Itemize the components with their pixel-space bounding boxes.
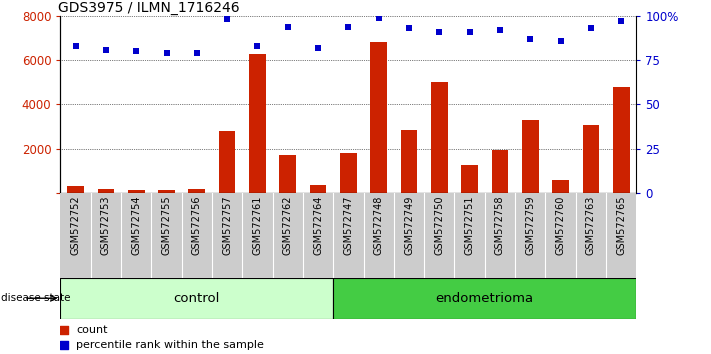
Point (434, 29, 445, 35)
Bar (431, 82, 448, 193)
Bar (60, 278, 333, 319)
Text: GSM572754: GSM572754 (132, 195, 141, 255)
Text: GSM572761: GSM572761 (252, 195, 262, 255)
Point (191, 50, 203, 56)
Text: disease state: disease state (1, 293, 70, 303)
Point (403, 25, 415, 31)
Text: GDS3975 / ILMN_1716246: GDS3975 / ILMN_1716246 (58, 1, 239, 15)
Bar (582, 125, 599, 193)
Point (525, 36, 536, 42)
Bar (249, 53, 266, 193)
Text: control: control (173, 292, 220, 305)
Bar (552, 180, 569, 193)
Text: GSM572759: GSM572759 (525, 195, 535, 255)
Bar (340, 153, 357, 193)
Text: GSM572753: GSM572753 (101, 195, 111, 255)
Text: GSM572749: GSM572749 (404, 195, 414, 255)
Text: percentile rank within the sample: percentile rank within the sample (76, 340, 264, 350)
Bar (370, 42, 387, 193)
Bar (68, 186, 84, 193)
Point (464, 29, 476, 35)
Bar (97, 188, 114, 193)
Text: GSM572758: GSM572758 (495, 195, 505, 255)
Text: GSM572750: GSM572750 (434, 195, 444, 255)
Bar (401, 130, 417, 193)
Text: endometrioma: endometrioma (436, 292, 534, 305)
Text: GSM572763: GSM572763 (586, 195, 596, 255)
Bar (522, 120, 539, 193)
Text: GSM572751: GSM572751 (464, 195, 475, 255)
Bar (613, 87, 629, 193)
Text: GSM572764: GSM572764 (313, 195, 323, 255)
Point (585, 25, 597, 31)
Bar (333, 278, 636, 319)
Point (252, 43, 263, 49)
Point (100, 47, 112, 52)
Text: GSM572752: GSM572752 (70, 195, 80, 255)
Bar (219, 131, 235, 193)
Point (373, 15, 385, 21)
Point (259, 148, 270, 154)
Bar (158, 190, 175, 193)
Point (221, 17, 232, 22)
Point (312, 45, 324, 51)
Point (555, 38, 566, 44)
Bar (310, 185, 326, 193)
Bar (188, 189, 205, 193)
Text: GSM572760: GSM572760 (555, 195, 565, 255)
Text: GSM572755: GSM572755 (161, 195, 171, 255)
Bar (128, 190, 144, 193)
Point (343, 24, 354, 29)
Point (494, 27, 506, 33)
Point (259, 287, 270, 293)
Point (616, 18, 627, 24)
Point (70, 43, 81, 49)
Text: count: count (76, 325, 107, 335)
Point (131, 48, 142, 54)
Bar (461, 165, 478, 193)
Bar (279, 155, 296, 193)
Text: GSM572765: GSM572765 (616, 195, 626, 255)
Text: GSM572756: GSM572756 (192, 195, 202, 255)
Point (282, 24, 294, 29)
Text: GSM572762: GSM572762 (283, 195, 293, 255)
Text: GSM572748: GSM572748 (374, 195, 384, 255)
Text: GSM572747: GSM572747 (343, 195, 353, 255)
Text: GSM572757: GSM572757 (222, 195, 232, 255)
Point (161, 50, 172, 56)
Bar (491, 150, 508, 193)
